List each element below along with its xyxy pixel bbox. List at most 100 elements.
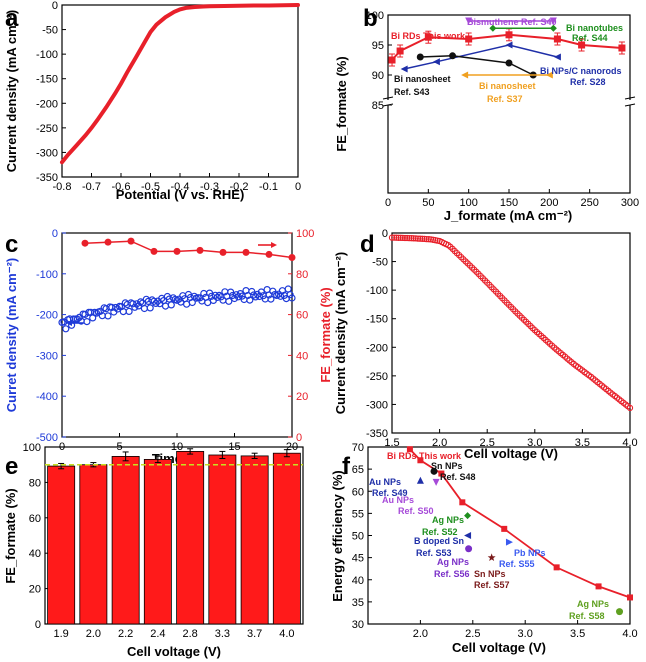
- panel-c-ytick-label: -500: [36, 432, 58, 444]
- panel-a-xtick-label: -0.1: [259, 181, 278, 193]
- panel-c-current-point: [60, 318, 68, 326]
- panel-f-xlabel: Cell voltage (V): [452, 640, 546, 655]
- panel-f-annotation-pb-nps: Pb NPs: [514, 548, 546, 558]
- panel-f-annotation-ag-nps-s52: Ag NPs: [432, 515, 464, 525]
- panel-c-ytick-label: 80: [296, 269, 308, 281]
- panel-f-reference-point: [487, 553, 496, 562]
- panel-f-ytick-label: 65: [352, 464, 364, 476]
- panel-c-current-point: [96, 307, 104, 315]
- panel-f-point: [438, 470, 445, 477]
- panel-d-label: d: [360, 231, 375, 258]
- panel-d-xtick-label: 2.5: [480, 437, 495, 449]
- panel-e-label: e: [5, 453, 18, 480]
- panel-c-arrow-left-axis: [66, 320, 83, 326]
- panel-c-current-point: [204, 299, 212, 307]
- panel-c-current-point: [248, 287, 256, 296]
- panel-d-point: [401, 234, 409, 242]
- panel-b-annotation-ref-s43: Ref. S43: [394, 87, 430, 97]
- panel-c-current-point: [215, 291, 223, 299]
- panel-a-series-line: [60, 3, 300, 165]
- panel-d-ytick-label: -150: [366, 314, 388, 326]
- panel-c-series: [58, 237, 296, 333]
- panel-c-fe-point: [104, 238, 112, 246]
- panel-c-fe-point: [242, 248, 250, 256]
- panel-b-point: [505, 31, 513, 39]
- panel-d-point: [399, 234, 406, 242]
- panel-e-ytick-label: 40: [29, 548, 41, 560]
- panel-d-point: [425, 236, 432, 243]
- panel-e-ytick-label: 0: [35, 619, 41, 631]
- panel-c-current-point: [183, 300, 191, 308]
- panel-b-ytick-label: 85: [372, 100, 384, 112]
- panel-a-xtick-label: -0.5: [141, 181, 160, 193]
- panel-f-point: [501, 525, 508, 532]
- panel-a-ytick-label: -200: [36, 98, 58, 110]
- panel-e-ytick-label: 80: [29, 477, 41, 489]
- panel-b-series-line: [420, 55, 534, 76]
- panel-a-ytick-label: -250: [36, 123, 58, 135]
- panel-d-point: [410, 235, 417, 242]
- panel-c-fe-line: [84, 240, 293, 259]
- panel-d-ytick-label: -350: [366, 428, 388, 440]
- panel-e-bar: [240, 455, 269, 625]
- panel-f-ytick-label: 30: [352, 619, 364, 631]
- panel-b-series-line: [403, 44, 558, 70]
- panel-d-point: [403, 234, 411, 242]
- panel-d-xtick-label: 1.5: [384, 437, 399, 449]
- panel-c-current-point: [257, 288, 265, 296]
- panel-d-xtick-label: 3.0: [527, 437, 542, 449]
- panel-f-xtick-label: 2.0: [413, 628, 428, 640]
- panel-d-xtick-label: 4.0: [622, 437, 637, 449]
- panel-c-label: c: [5, 231, 18, 258]
- panel-c-ytick-label: 20: [296, 391, 308, 403]
- panel-b-annotation-ref-s37: Ref. S37: [487, 94, 523, 104]
- panel-b-point: [388, 56, 396, 64]
- panel-f-series: [406, 446, 633, 616]
- panel-e-ytick-label: 20: [29, 584, 41, 596]
- panel-a-ylabel: Current density (mA cm⁻²): [4, 10, 19, 172]
- panel-f-reference-point: [464, 532, 472, 539]
- panel-b-point: [465, 17, 473, 25]
- panel-c-fe-point: [219, 248, 227, 256]
- panel-f-annotation-ref-s56: Ref. S56: [434, 569, 470, 579]
- panel-c-current-point: [267, 295, 275, 303]
- panel-e-xtick-label: 1.9: [53, 628, 68, 640]
- panel-c-current-point: [284, 285, 292, 293]
- panel-f-xtick-label: 3.5: [570, 628, 585, 640]
- panel-e-bar: [176, 450, 205, 625]
- panel-c-current-point: [131, 303, 139, 311]
- panel-d-point: [393, 234, 400, 241]
- panel-b-label: b: [363, 5, 378, 32]
- panel-f-ytick-label: 35: [352, 597, 364, 609]
- panel-a-ytick-label: -350: [36, 172, 58, 184]
- panel-e-xtick-label: 2.2: [118, 628, 133, 640]
- panel-b-xtick-label: 0: [385, 197, 391, 209]
- panel-c-fe-point: [150, 247, 158, 255]
- panel-c-fe-point: [196, 246, 204, 254]
- panel-d-ytick-label: -300: [366, 399, 388, 411]
- panel-f-reference-point: [464, 512, 472, 520]
- panel-f-label: f: [342, 453, 351, 480]
- panel-e-ylabel: FE_formate (%): [3, 488, 18, 583]
- panel-c-fe-point: [81, 239, 89, 247]
- panel-c-current-point: [188, 298, 196, 307]
- panel-b-point: [553, 53, 561, 61]
- panel-c-ytick-label: -300: [36, 350, 58, 362]
- panel-d-ytick-label: -100: [366, 285, 388, 297]
- panel-b-ylabel: FE_formate (%): [334, 56, 349, 151]
- panel-e-bar: [143, 458, 172, 625]
- panel-d-xtick-label: 2.0: [432, 437, 447, 449]
- panel-a-xtick-label: -0.6: [112, 181, 131, 193]
- panel-d-xlabel: Cell voltage (V): [464, 446, 558, 461]
- panel-f-annotation-ref-s48: Ref. S48: [440, 472, 476, 482]
- panel-c-current-point: [230, 294, 239, 303]
- panel-c-current-point: [255, 292, 263, 301]
- panel-d-ylabel: Current density (mA cm⁻²): [333, 252, 348, 414]
- panel-b-annotation-bi-nps: Bi NPs/C nanorods: [540, 66, 622, 76]
- panel-f-ytick-label: 55: [352, 508, 364, 520]
- panel-f-ytick-label: 60: [352, 486, 364, 498]
- panel-f-reference-point: [430, 467, 438, 475]
- panel-d-point: [391, 234, 398, 241]
- panel-e-bar: [47, 465, 76, 625]
- panel-f-ticks: 2.0 2.5 3.0 3.5 4.0 30 35 40 45 50 55 60 65 70: [352, 442, 638, 640]
